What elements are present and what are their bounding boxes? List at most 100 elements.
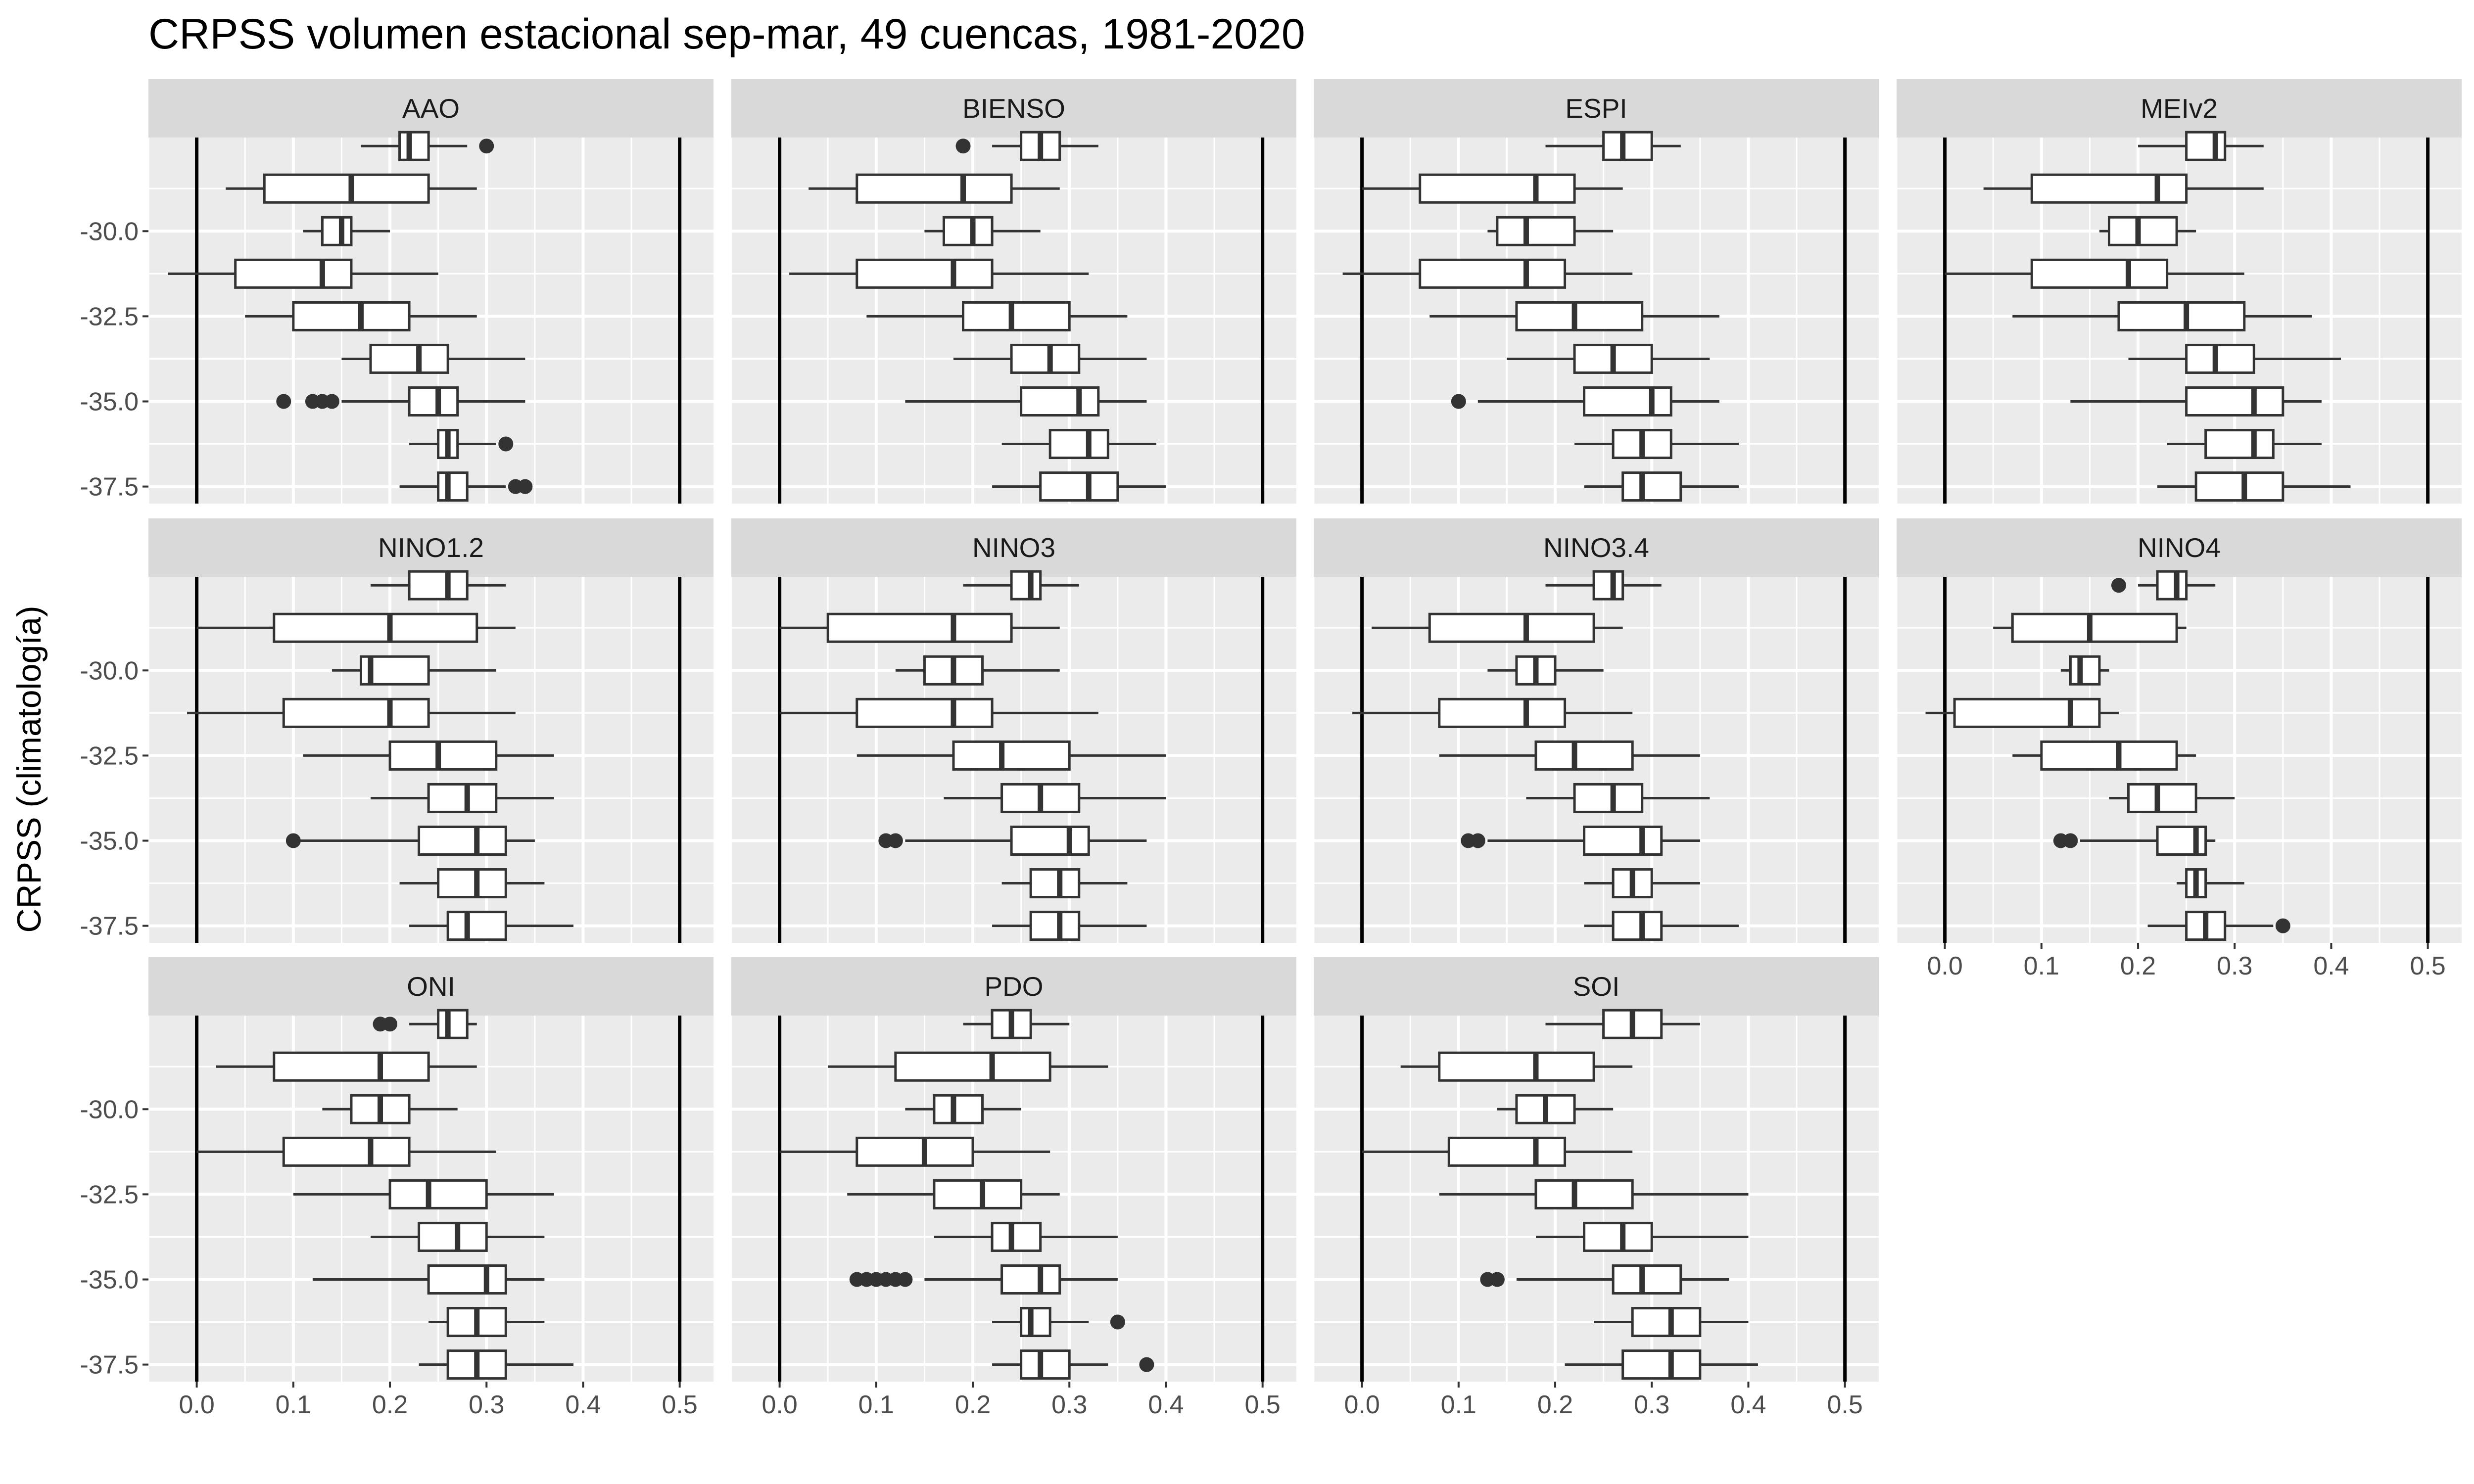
boxplot <box>1362 1136 1633 1167</box>
box-iqr <box>1953 697 2101 728</box>
box-iqr <box>2185 386 2284 417</box>
y-tick-label: -37.5 <box>80 473 139 502</box>
box-iqr <box>273 1051 430 1082</box>
x-tick-label: 0.1 <box>2024 952 2059 980</box>
facet-strip <box>1314 518 1879 577</box>
box-iqr <box>2204 429 2275 460</box>
box-iqr <box>1583 386 1672 417</box>
facet-strip-label: ESPI <box>1565 93 1627 124</box>
boxplot <box>849 1264 1118 1295</box>
boxplot <box>303 216 390 246</box>
boxplot <box>779 1136 1050 1167</box>
boxplot <box>1001 429 1156 460</box>
x-tick-label: 0.4 <box>565 1391 601 1419</box>
facet-strip <box>148 79 714 138</box>
x-tick-label: 0.5 <box>1827 1391 1863 1419</box>
boxplot <box>399 868 545 899</box>
boxplot <box>2099 216 2196 246</box>
boxplot <box>1001 868 1128 899</box>
facet-strip-label: BIENSO <box>962 93 1065 124</box>
box-iqr <box>1000 1264 1061 1295</box>
box-iqr <box>2069 655 2101 686</box>
outlier-point <box>324 394 339 409</box>
boxplot <box>1400 1051 1633 1082</box>
x-tick-label: 0.5 <box>2410 952 2446 980</box>
box-iqr <box>1612 1264 1682 1295</box>
box-iqr <box>2117 301 2246 331</box>
box-iqr <box>856 1136 974 1167</box>
x-tick-label: 0.3 <box>1051 1391 1087 1419</box>
boxplot <box>1429 301 1719 331</box>
x-tick-label: 0.3 <box>469 1391 504 1419</box>
panel-background <box>148 138 714 504</box>
box-iqr <box>1010 570 1042 601</box>
boxplot <box>934 1221 1118 1252</box>
boxplot <box>992 1307 1125 1338</box>
outlier-point <box>888 833 903 848</box>
box-iqr <box>1602 131 1653 161</box>
facet-strip <box>1897 79 2462 138</box>
chart-title: CRPSS volumen estacional sep-mar, 49 cue… <box>148 10 1305 58</box>
box-iqr <box>1534 1179 1634 1209</box>
facet-strip <box>148 957 714 1016</box>
box-iqr <box>856 258 994 289</box>
boxplot <box>856 740 1166 771</box>
boxplot <box>905 386 1147 417</box>
facet-panel: MEIv2 <box>1896 79 2462 504</box>
x-tick-label: 0.0 <box>1344 1391 1380 1419</box>
facet-strip <box>731 518 1296 577</box>
y-tick-label: -30.0 <box>80 217 139 246</box>
boxplot <box>370 1221 545 1252</box>
box-iqr <box>369 343 449 374</box>
boxplot <box>1497 1094 1614 1124</box>
x-tick-label: 0.2 <box>372 1391 408 1419</box>
boxplot <box>303 740 554 771</box>
outlier-point <box>285 833 301 848</box>
box-iqr <box>1020 1307 1051 1338</box>
outlier-point <box>955 139 971 154</box>
box-iqr <box>1631 1307 1702 1338</box>
boxplot <box>1439 740 1700 771</box>
x-tick-label: 0.2 <box>1537 1391 1573 1419</box>
facet-strip-label: NINO3.4 <box>1543 532 1649 563</box>
outlier-point <box>498 436 514 452</box>
box-iqr <box>2185 343 2255 374</box>
box-iqr <box>991 1221 1042 1252</box>
facet-panels: AAO -30.0 -32.5 -35.0 -37.5 BIENSO ESPI MEIv2 NI… <box>80 79 2462 1419</box>
facet-strip <box>1897 518 2462 577</box>
boxplot <box>2060 655 2109 686</box>
x-tick-label: 0.1 <box>1441 1391 1476 1419</box>
box-iqr <box>437 1009 469 1039</box>
box-iqr <box>1048 429 1109 460</box>
box-iqr <box>1029 911 1081 941</box>
box-iqr <box>1438 1051 1595 1082</box>
outlier-point <box>382 1017 398 1032</box>
boxplot <box>2053 825 2216 856</box>
facet-strip <box>731 79 1296 138</box>
boxplot <box>187 697 516 728</box>
box-iqr <box>263 173 430 204</box>
box-iqr <box>2107 216 2178 246</box>
x-tick-label: 0.1 <box>276 1391 311 1419</box>
boxplot <box>1945 258 2244 289</box>
boxplot <box>1352 697 1633 728</box>
box-iqr <box>437 471 469 502</box>
box-iqr <box>437 868 507 899</box>
y-tick-label: -30.0 <box>80 1095 139 1124</box>
boxplot <box>409 911 573 941</box>
box-iqr <box>321 216 353 246</box>
boxplot <box>1545 570 1662 601</box>
boxplot <box>2138 131 2264 161</box>
box-iqr <box>234 258 353 289</box>
outlier-point <box>1139 1357 1154 1372</box>
box-iqr <box>427 1264 507 1295</box>
boxplot <box>779 697 1098 728</box>
boxplot <box>2157 471 2351 502</box>
outlier-point <box>2111 578 2126 593</box>
boxplot <box>1451 386 1719 417</box>
facet-panel: BIENSO <box>730 79 1296 504</box>
boxplot <box>924 216 1041 246</box>
boxplot <box>779 612 1060 643</box>
box-iqr <box>1592 570 1624 601</box>
box-iqr <box>1573 783 1644 813</box>
